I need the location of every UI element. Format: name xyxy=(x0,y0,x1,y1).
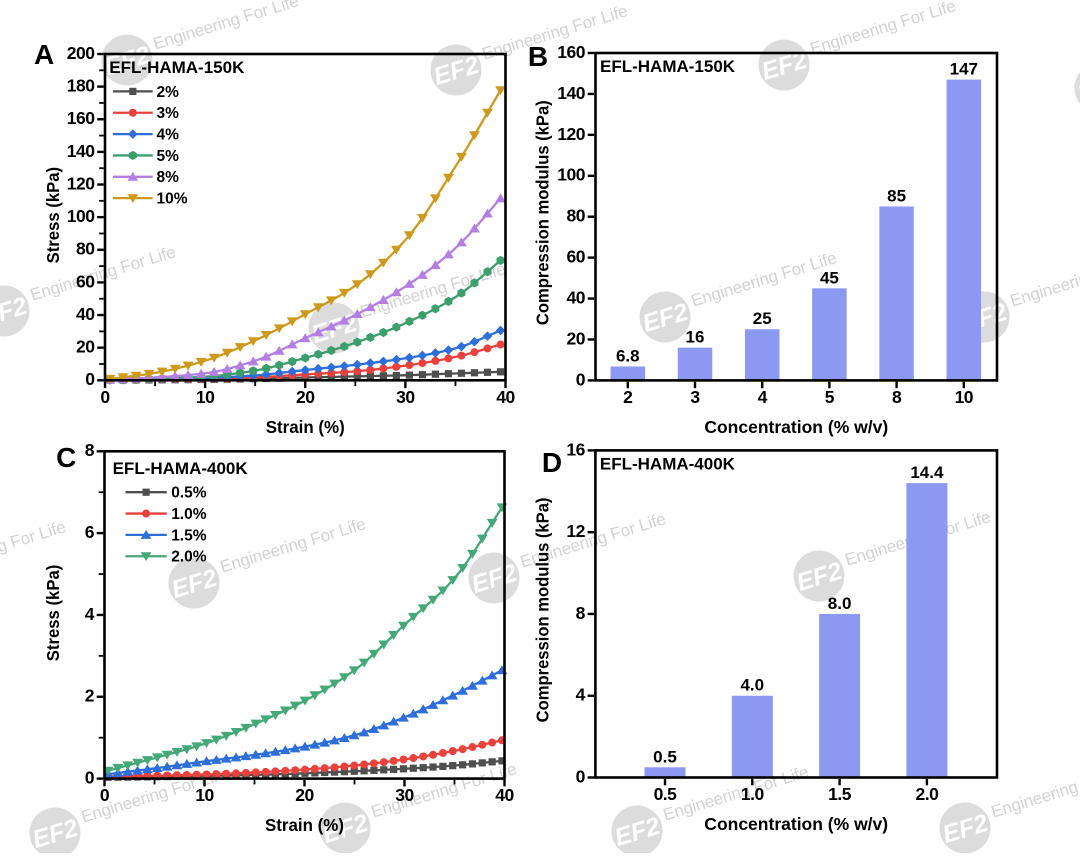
svg-text:16: 16 xyxy=(686,328,705,347)
svg-text:140: 140 xyxy=(67,141,95,161)
svg-text:EFL-HAMA-150K: EFL-HAMA-150K xyxy=(109,58,245,77)
svg-text:5%: 5% xyxy=(157,148,180,165)
svg-text:14.4: 14.4 xyxy=(910,463,944,482)
svg-text:0: 0 xyxy=(85,369,95,389)
svg-text:5: 5 xyxy=(825,387,835,407)
svg-text:0: 0 xyxy=(576,369,586,389)
svg-text:4: 4 xyxy=(85,604,95,624)
svg-text:120: 120 xyxy=(67,173,95,193)
svg-text:6.8: 6.8 xyxy=(616,346,640,365)
svg-text:8: 8 xyxy=(576,603,586,623)
svg-text:D: D xyxy=(542,447,562,478)
svg-text:EFL-HAMA-400K: EFL-HAMA-400K xyxy=(600,454,736,473)
svg-text:40: 40 xyxy=(76,304,95,324)
svg-text:16: 16 xyxy=(566,439,585,459)
svg-text:80: 80 xyxy=(567,206,586,226)
svg-text:Stress (kPa): Stress (kPa) xyxy=(42,167,63,264)
svg-text:147: 147 xyxy=(950,60,978,79)
svg-text:140: 140 xyxy=(557,83,585,103)
svg-text:Strain (%): Strain (%) xyxy=(265,815,344,836)
svg-text:Strain (%): Strain (%) xyxy=(266,416,345,437)
svg-text:160: 160 xyxy=(67,108,95,128)
svg-text:Compression modulus (kPa): Compression modulus (kPa) xyxy=(532,498,553,723)
svg-text:10%: 10% xyxy=(157,191,188,208)
svg-text:4%: 4% xyxy=(157,127,180,144)
svg-text:12: 12 xyxy=(566,521,585,541)
svg-text:2: 2 xyxy=(623,387,633,407)
svg-text:A: A xyxy=(34,39,54,70)
svg-text:8%: 8% xyxy=(157,169,180,186)
svg-text:60: 60 xyxy=(567,247,586,267)
svg-text:3%: 3% xyxy=(157,105,180,122)
svg-text:45: 45 xyxy=(820,268,839,287)
svg-text:8.0: 8.0 xyxy=(828,594,852,613)
svg-text:2%: 2% xyxy=(157,84,180,101)
svg-text:10: 10 xyxy=(195,785,214,805)
svg-text:25: 25 xyxy=(753,309,772,328)
svg-text:10: 10 xyxy=(955,387,974,407)
svg-text:20: 20 xyxy=(567,328,586,348)
svg-text:4: 4 xyxy=(758,387,768,407)
svg-text:Stress (kPa): Stress (kPa) xyxy=(42,565,63,662)
svg-text:40: 40 xyxy=(495,785,514,805)
svg-text:100: 100 xyxy=(67,206,95,226)
svg-text:4.0: 4.0 xyxy=(740,676,764,695)
svg-text:1.5: 1.5 xyxy=(828,784,852,804)
svg-text:0.5%: 0.5% xyxy=(171,485,207,502)
svg-text:0.5: 0.5 xyxy=(653,747,677,766)
svg-text:EFL-HAMA-400K: EFL-HAMA-400K xyxy=(113,459,249,478)
svg-text:1.5%: 1.5% xyxy=(171,527,207,544)
svg-text:Compression modulus (kPa): Compression modulus (kPa) xyxy=(532,100,553,325)
svg-text:1.0%: 1.0% xyxy=(171,506,207,523)
svg-text:3: 3 xyxy=(690,387,700,407)
svg-text:Concentration (% w/v): Concentration (% w/v) xyxy=(704,814,888,834)
svg-text:8: 8 xyxy=(85,440,95,460)
svg-text:0: 0 xyxy=(100,785,110,805)
svg-text:180: 180 xyxy=(67,76,95,96)
svg-text:20: 20 xyxy=(76,337,95,357)
svg-text:100: 100 xyxy=(557,165,585,185)
svg-text:30: 30 xyxy=(396,387,415,407)
svg-text:160: 160 xyxy=(557,42,585,62)
svg-text:2.0%: 2.0% xyxy=(171,549,207,566)
svg-text:2.0: 2.0 xyxy=(915,784,939,804)
svg-text:85: 85 xyxy=(887,186,906,205)
svg-text:0: 0 xyxy=(100,387,110,407)
svg-text:30: 30 xyxy=(395,785,414,805)
svg-text:8: 8 xyxy=(892,387,902,407)
svg-text:0: 0 xyxy=(576,766,586,786)
svg-text:80: 80 xyxy=(76,239,95,259)
svg-text:C: C xyxy=(56,442,76,473)
svg-text:EFL-HAMA-150K: EFL-HAMA-150K xyxy=(600,57,736,76)
svg-text:120: 120 xyxy=(557,124,585,144)
svg-text:EF2: EF2 xyxy=(1074,69,1080,109)
svg-text:40: 40 xyxy=(496,387,515,407)
svg-text:20: 20 xyxy=(296,387,315,407)
svg-text:10: 10 xyxy=(196,387,215,407)
svg-text:20: 20 xyxy=(295,785,314,805)
svg-text:2: 2 xyxy=(85,686,95,706)
svg-text:4: 4 xyxy=(576,685,586,705)
svg-text:Concentration (% w/v): Concentration (% w/v) xyxy=(704,417,888,437)
svg-text:0: 0 xyxy=(85,768,95,788)
svg-text:0.5: 0.5 xyxy=(654,784,678,804)
svg-text:1.0: 1.0 xyxy=(741,784,765,804)
svg-text:200: 200 xyxy=(67,43,95,63)
svg-text:B: B xyxy=(528,41,548,72)
svg-text:40: 40 xyxy=(567,287,586,307)
svg-text:60: 60 xyxy=(76,271,95,291)
svg-text:6: 6 xyxy=(85,522,95,542)
